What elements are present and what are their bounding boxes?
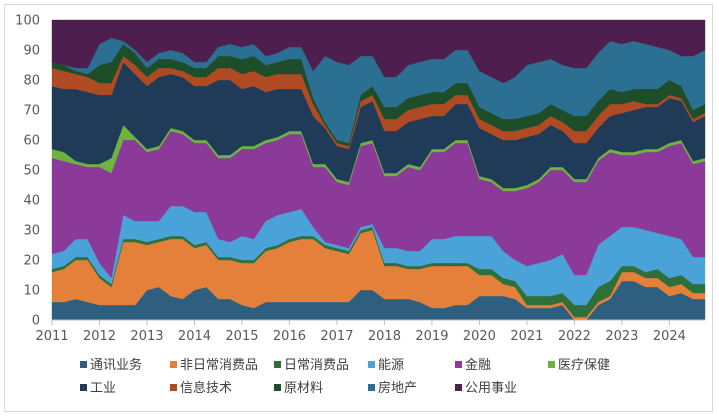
legend-swatch (548, 361, 555, 368)
x-axis: 2011 2012 2013 2014 2015 2016 2017 2018 2019 2020… (35, 319, 705, 344)
x-tick-label: 2019 (415, 329, 448, 344)
legend-swatch (455, 384, 462, 391)
legend-swatch (80, 361, 87, 368)
x-tick-label: 2018 (368, 329, 401, 344)
y-axis: 0 10 20 30 40 50 60 70 80 90 100 (15, 14, 40, 329)
x-tick-label: 2012 (83, 329, 116, 344)
legend-label: 日常消费品 (284, 358, 349, 373)
y-tick-label: 30 (23, 224, 40, 239)
y-tick-label: 100 (15, 14, 40, 29)
legend-swatch (274, 384, 281, 391)
x-tick-label: 2014 (178, 329, 211, 344)
x-tick-label: 2011 (35, 329, 68, 344)
y-tick-label: 70 (23, 104, 40, 119)
legend-label: 能源 (378, 358, 404, 373)
y-tick-label: 40 (23, 194, 40, 209)
area-series-10 (51, 19, 706, 84)
legend-label: 房地产 (378, 380, 417, 396)
legend-swatch (368, 384, 375, 391)
legend-label: 医疗保健 (558, 358, 610, 373)
legend-label: 信息技术 (180, 380, 232, 396)
legend-label: 金融 (465, 357, 491, 373)
legend-label: 通讯业务 (90, 357, 142, 373)
area-layers (51, 19, 706, 321)
y-tick-label: 50 (23, 164, 40, 179)
x-tick-label: 2020 (463, 329, 496, 344)
y-tick-label: 10 (23, 284, 40, 299)
legend-swatch (368, 361, 375, 368)
y-tick-label: 90 (23, 44, 40, 59)
legend-swatch (80, 384, 87, 391)
legend-swatch (455, 361, 462, 368)
x-tick-label: 2021 (510, 329, 543, 344)
y-tick-label: 0 (32, 314, 40, 329)
x-tick-label: 2022 (558, 329, 591, 344)
y-tick-label: 20 (23, 254, 40, 269)
y-tick-label: 60 (23, 134, 40, 149)
legend-label: 工业 (90, 381, 116, 396)
x-tick-label: 2024 (653, 329, 686, 344)
legend-label: 非日常消费品 (180, 358, 258, 373)
legend-swatch (274, 361, 281, 368)
legend-label: 原材料 (284, 381, 323, 396)
x-tick-label: 2017 (320, 329, 353, 344)
x-tick-label: 2015 (225, 329, 258, 344)
x-tick-label: 2013 (130, 329, 163, 344)
x-tick-label: 2023 (605, 329, 638, 344)
x-tick-label: 2016 (273, 329, 306, 344)
legend-swatch (170, 361, 177, 368)
legend-swatch (170, 384, 177, 391)
legend-label: 公用事业 (465, 381, 517, 396)
y-tick-label: 80 (23, 74, 40, 89)
